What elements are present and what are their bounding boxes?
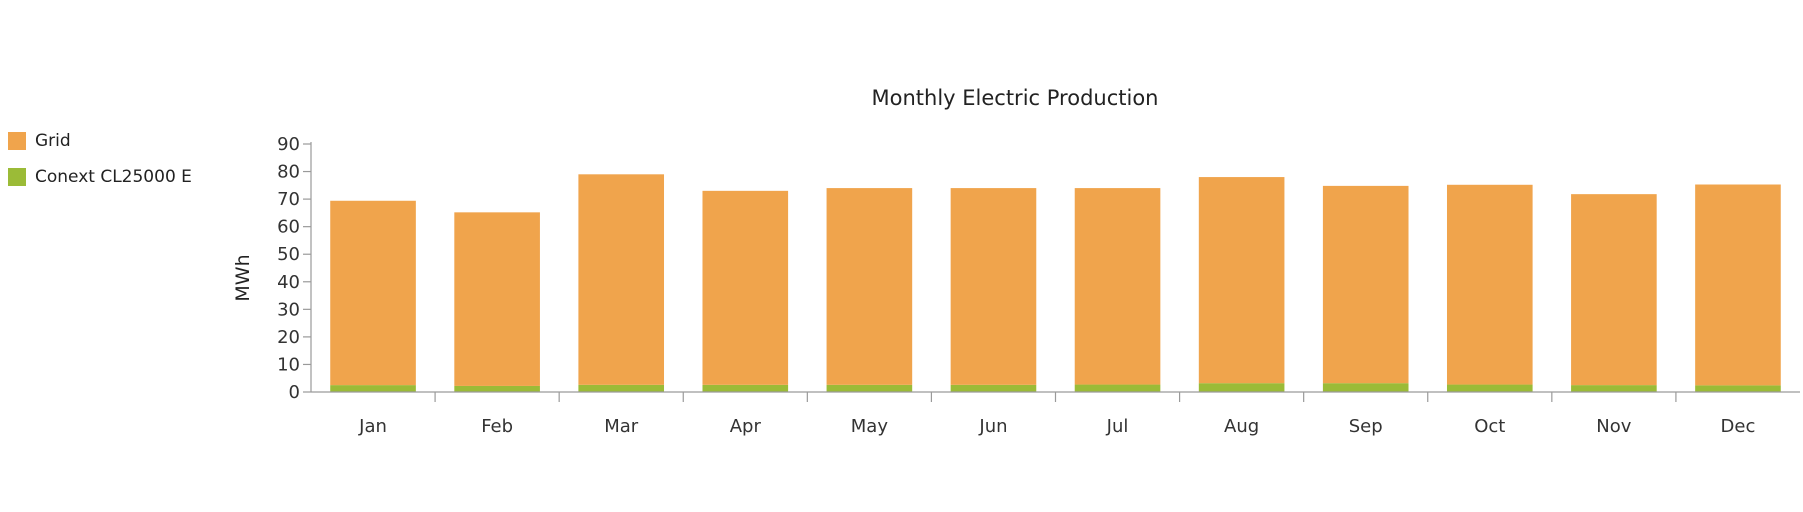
legend-swatch-conext xyxy=(8,168,26,186)
bar-conext-nov xyxy=(1571,385,1657,392)
bar-conext-jul xyxy=(1074,384,1161,392)
x-tick-label: Mar xyxy=(604,416,639,437)
x-tick-label: Apr xyxy=(730,416,762,437)
bar-conext-oct xyxy=(1446,384,1533,392)
y-tick-label: 40 xyxy=(277,272,300,293)
bar-grid-may xyxy=(826,188,913,385)
y-tick-label: 0 xyxy=(289,382,300,403)
chart-title: Monthly Electric Production xyxy=(872,86,1159,110)
bar-grid-dec xyxy=(1695,184,1781,386)
bar-grid-apr xyxy=(702,190,789,385)
plot-area: 0 10 20 30 40 50 60 70 80 90 Jan Feb Mar Apr May Jun Jul… xyxy=(277,134,1800,437)
y-tick-label: 80 xyxy=(277,162,300,183)
bar-conext-mar xyxy=(578,384,665,392)
legend-item-conext: Conext CL25000 E xyxy=(8,166,192,188)
y-tick-label: 90 xyxy=(277,134,300,155)
x-tick-label: Aug xyxy=(1224,416,1259,437)
x-tick-label: Oct xyxy=(1474,416,1505,437)
legend-item-grid: Grid xyxy=(8,130,192,152)
bar-grid-nov xyxy=(1571,194,1657,386)
y-tick-label: 10 xyxy=(277,354,300,375)
legend-swatch-grid xyxy=(8,132,26,150)
bar-conext-apr xyxy=(702,384,789,392)
legend-label-conext: Conext CL25000 E xyxy=(35,167,192,187)
x-tick-label: Sep xyxy=(1349,416,1383,437)
bar-conext-may xyxy=(826,384,913,392)
legend: Grid Conext CL25000 E xyxy=(8,130,192,202)
x-tick-label: Nov xyxy=(1596,416,1631,437)
bar-grid-oct xyxy=(1446,184,1533,385)
y-tick-label: 60 xyxy=(277,217,300,238)
bar-conext-jan xyxy=(330,385,416,392)
bar-conext-sep xyxy=(1322,383,1409,392)
y-tick-label: 70 xyxy=(277,189,300,210)
bar-conext-dec xyxy=(1695,385,1781,392)
x-tick-label: Jan xyxy=(358,416,387,437)
y-axis-label: MWh xyxy=(232,254,254,301)
bar-conext-aug xyxy=(1198,383,1285,392)
y-tick-label: 20 xyxy=(277,327,300,348)
legend-label-grid: Grid xyxy=(35,131,71,151)
bar-grid-aug xyxy=(1198,177,1285,384)
bar-grid-feb xyxy=(454,212,540,386)
x-tick-label: May xyxy=(851,416,889,437)
bar-conext-feb xyxy=(454,385,540,392)
bar-grid-jul xyxy=(1074,188,1161,385)
bar-grid-jan xyxy=(330,200,416,386)
bar-grid-sep xyxy=(1322,185,1409,384)
bar-conext-jun xyxy=(950,384,1037,392)
x-tick-label: Feb xyxy=(481,416,513,437)
y-tick-label: 50 xyxy=(277,244,300,265)
y-tick-label: 30 xyxy=(277,299,300,320)
bar-grid-jun xyxy=(950,188,1037,385)
x-tick-label: Jun xyxy=(978,416,1007,437)
x-tick-label: Jul xyxy=(1106,416,1129,437)
bar-grid-mar xyxy=(578,174,665,385)
x-tick-label: Dec xyxy=(1721,416,1756,437)
